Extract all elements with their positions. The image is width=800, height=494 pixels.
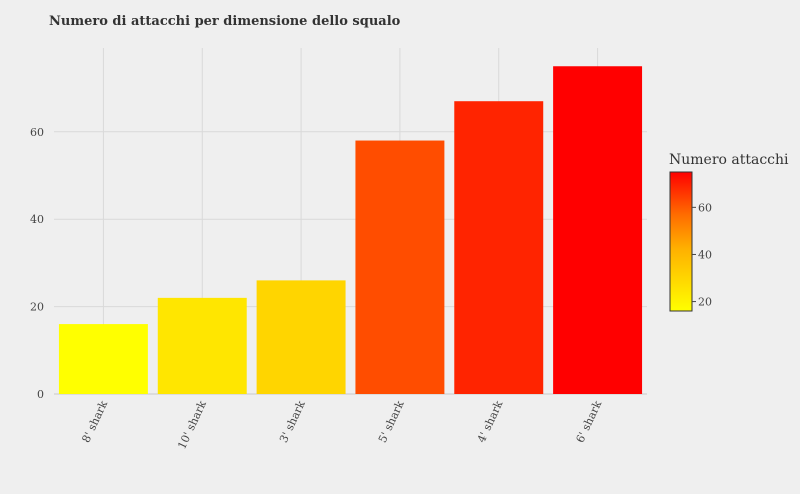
- legend-title: Numero attacchi: [669, 152, 789, 168]
- bar[interactable]: [553, 66, 643, 394]
- bar[interactable]: [355, 140, 445, 394]
- x-tick-label: 6' shark: [574, 398, 605, 444]
- y-tick-label: 20: [30, 301, 44, 314]
- bar[interactable]: [256, 280, 346, 394]
- chart-title: Numero di attacchi per dimensione dello …: [49, 14, 401, 29]
- colorbar-tick-label: 60: [698, 201, 712, 214]
- x-tick-label: 4' shark: [475, 398, 506, 444]
- colorbar: [669, 171, 693, 312]
- bar[interactable]: [157, 297, 247, 394]
- bar[interactable]: [454, 101, 544, 395]
- y-tick-label: 0: [37, 388, 44, 401]
- colorbar-tick-label: 20: [698, 296, 712, 309]
- bar[interactable]: [58, 324, 148, 394]
- y-tick-label: 60: [30, 126, 44, 139]
- x-tick-label: 8' shark: [79, 398, 110, 444]
- bars: [58, 66, 643, 395]
- x-tick-label: 5' shark: [376, 398, 407, 444]
- y-tick-label: 40: [30, 213, 44, 226]
- colorbar-tick-label: 40: [698, 248, 712, 261]
- x-tick-label: 3' shark: [277, 398, 308, 444]
- color-legend: Numero attacchi 20 40 60: [669, 152, 789, 312]
- x-tick-label: 10' shark: [175, 398, 209, 451]
